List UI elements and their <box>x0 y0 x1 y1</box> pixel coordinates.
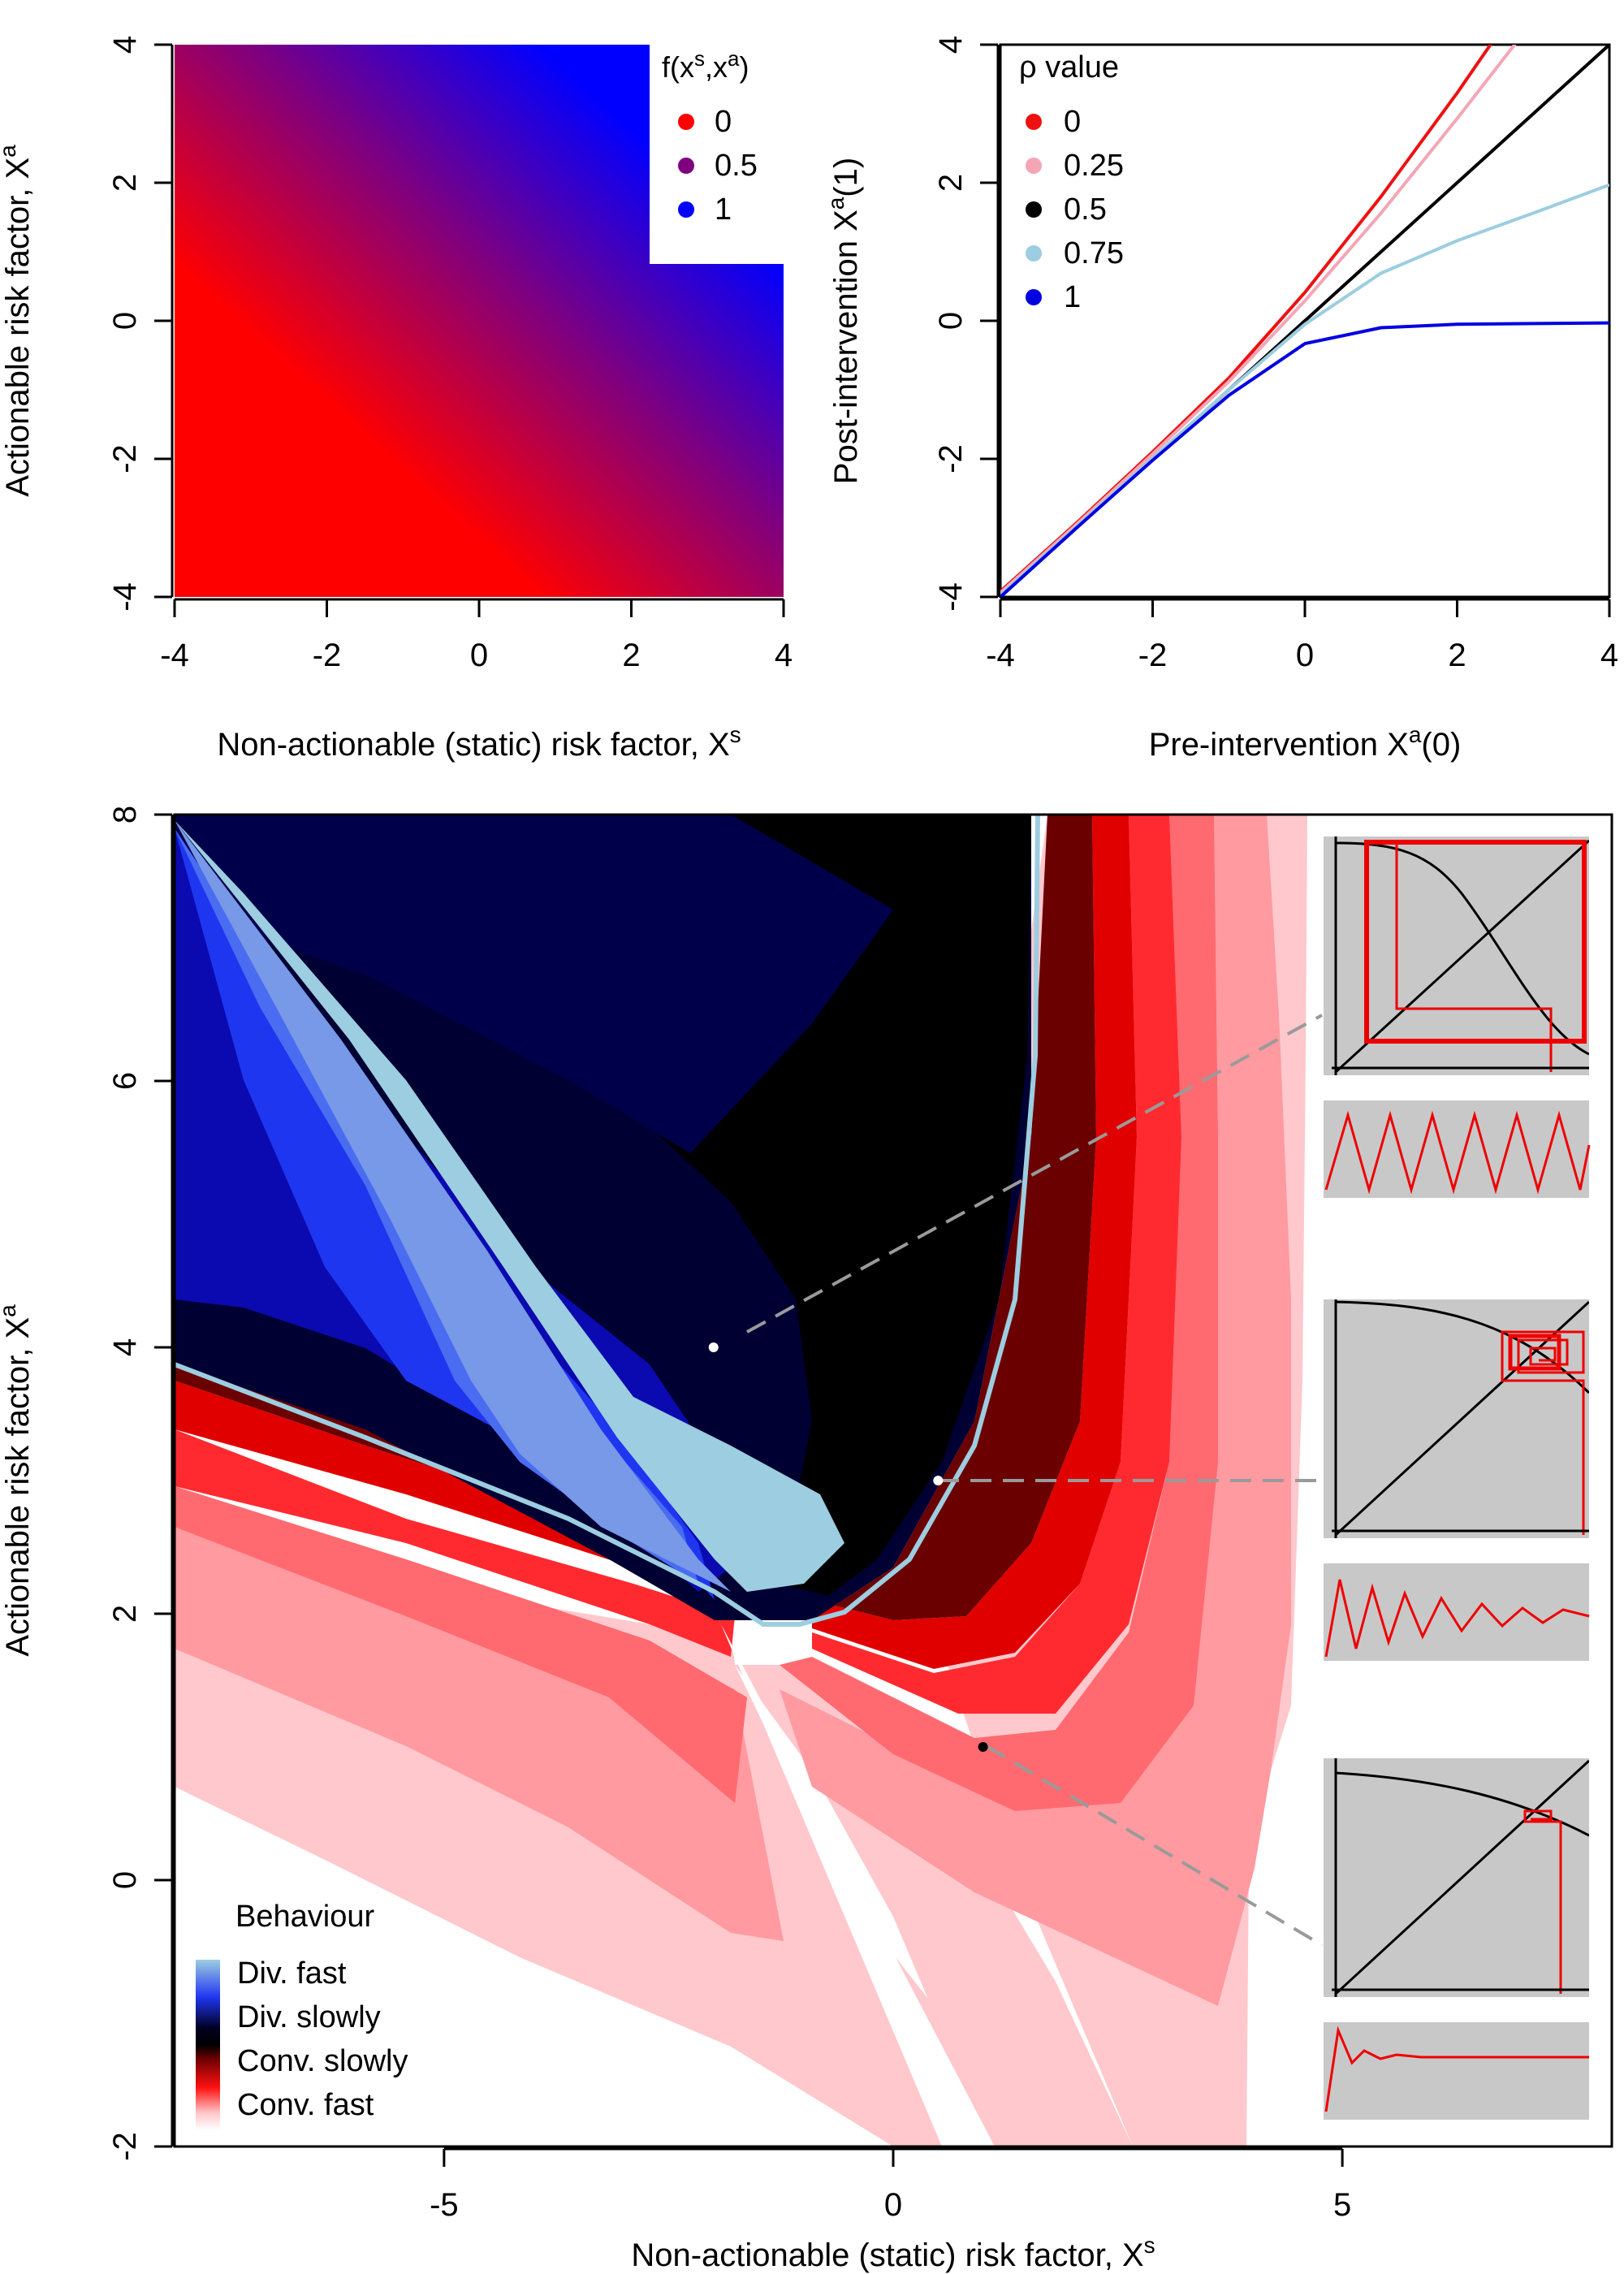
region-black-top <box>422 815 1031 1596</box>
series-line-rho-0.25 <box>1000 45 1517 594</box>
lines-legend-marker <box>1026 289 1042 305</box>
y-tick-label: 0 <box>107 312 143 330</box>
heatmap-y-axis-label: Actionable risk factor, Xa <box>0 145 36 497</box>
heatmap-legend-marker <box>678 114 694 130</box>
y-tick-label: 8 <box>107 806 143 824</box>
series-line-rho-1 <box>1000 321 1609 597</box>
lines-legend-label: 1 <box>1064 280 1081 314</box>
heatmap-legend-label: 0 <box>715 105 732 139</box>
y-tick-label: 0 <box>107 1871 143 1889</box>
region-darkblue <box>175 815 893 1153</box>
behaviour-plot-frame <box>173 813 1613 2148</box>
heatmap-legend-marker <box>678 201 694 218</box>
behaviour-legend-title: Behaviour <box>235 1900 374 1934</box>
y-tick-label: -2 <box>107 2132 143 2161</box>
inset-1 <box>1324 837 1591 1198</box>
region-red2 <box>175 1429 735 1657</box>
y-tick-label: 0 <box>933 312 969 330</box>
region-white-wedge <box>721 1624 995 2146</box>
y-tick-label: -4 <box>933 582 969 612</box>
x-tick-label: 2 <box>1448 638 1466 673</box>
y-tick-label: 4 <box>107 36 143 54</box>
x-tick-label: 0 <box>1296 638 1314 673</box>
behaviour-map <box>175 815 1612 2146</box>
heatmap-panel: f(xs,xa) 0 0.5 1 -4 -2 0 2 4 -4 -2 0 2 4 Non-action… <box>0 36 793 763</box>
lines-legend-marker <box>1026 201 1042 218</box>
region-blue4 <box>175 820 731 1592</box>
connector-1 <box>746 1014 1323 1334</box>
region-red3 <box>175 1381 723 1604</box>
lines-plot-frame <box>999 43 1611 599</box>
lines-panel: ρ value 0 0.25 0.5 0.75 1 -4 -2 0 2 4 -4 -2 0 2 4 Pre… <box>823 36 1618 763</box>
behaviour-legend-gradient <box>196 1960 220 2130</box>
y-tick-label: 6 <box>107 1072 143 1090</box>
x-tick-label: 4 <box>1600 638 1618 673</box>
lines-legend-title: ρ value <box>1019 50 1119 84</box>
behaviour-legend-label: Conv. fast <box>237 2088 374 2122</box>
heatmap-legend-title: f(xs,xa) <box>662 46 749 84</box>
region-pink2-right <box>780 815 1291 2006</box>
y-tick-label: 2 <box>107 174 143 192</box>
region-maroon <box>175 815 1096 1620</box>
region-lightblue <box>175 820 844 1592</box>
behaviour-legend-label: Conv. slowly <box>237 2044 408 2078</box>
heatmap-legend: f(xs,xa) 0 0.5 1 <box>650 45 784 264</box>
region-red1-right <box>780 815 1218 1811</box>
x-tick-label: -4 <box>986 638 1015 673</box>
region-red3-right <box>812 815 1137 1669</box>
inset-2 <box>1324 1299 1590 1661</box>
highlight-point <box>708 1342 719 1352</box>
lines-y-axis-label: Post-intervention Xa(1) <box>823 158 864 484</box>
x-tick-label: 0 <box>884 2187 902 2223</box>
x-tick-label: 2 <box>622 638 640 673</box>
x-tick-label: -2 <box>1138 638 1168 673</box>
behaviour-legend-label: Div. slowly <box>237 2000 381 2034</box>
heatmap-legend-marker <box>678 158 694 174</box>
heatmap-legend-label: 1 <box>715 192 732 227</box>
y-tick-label: -4 <box>107 582 143 612</box>
y-tick-label: 2 <box>933 174 969 192</box>
behaviour-x-axis-label: Non-actionable (static) risk factor, Xs <box>631 2233 1155 2273</box>
lines-legend-label: 0.25 <box>1064 149 1124 183</box>
x-tick-label: -4 <box>160 638 189 673</box>
y-tick-label: 2 <box>107 1605 143 1623</box>
boundary-curve <box>175 815 1040 1627</box>
behaviour-panel: Behaviour Div. fast Div. slowly Conv. slow… <box>0 806 1613 2273</box>
region-red1 <box>175 1486 747 1803</box>
lines-legend-label: 0.5 <box>1064 192 1107 227</box>
lines-legend-marker <box>1026 114 1042 130</box>
x-tick-label: -5 <box>430 2187 459 2223</box>
lines-legend-label: 0.75 <box>1064 236 1124 270</box>
lines-legend-marker <box>1026 245 1042 262</box>
x-tick-label: -2 <box>313 638 342 673</box>
x-tick-label: 4 <box>775 638 793 673</box>
inset-3 <box>1324 1758 1589 2120</box>
region-red2-right <box>812 815 1181 1714</box>
lines-x-axis-label: Pre-intervention Xa(0) <box>1149 722 1462 763</box>
heatmap-x-axis-label: Non-actionable (static) risk factor, Xs <box>217 722 741 763</box>
series-line-rho-0 <box>1000 45 1492 593</box>
heatmap-legend-label: 0.5 <box>715 149 758 183</box>
lines-legend-marker <box>1026 158 1042 174</box>
highlight-point <box>978 1742 988 1752</box>
y-tick-label: -2 <box>107 444 143 473</box>
connector-3 <box>985 1744 1324 1947</box>
behaviour-y-axis-label: Actionable risk factor, Xa <box>0 1304 36 1657</box>
y-tick-label: 4 <box>107 1338 143 1356</box>
highlight-point <box>933 1476 944 1485</box>
behaviour-legend-label: Div. fast <box>237 1956 347 1991</box>
y-tick-label: -2 <box>933 444 969 473</box>
x-tick-label: 5 <box>1333 2187 1351 2223</box>
region-pink2 <box>175 1527 784 1941</box>
behaviour-legend: Behaviour Div. fast Div. slowly Conv. slow… <box>196 1900 408 2130</box>
y-tick-label: 4 <box>933 36 969 54</box>
lines-legend-label: 0 <box>1064 105 1081 139</box>
x-tick-label: 0 <box>470 638 488 673</box>
